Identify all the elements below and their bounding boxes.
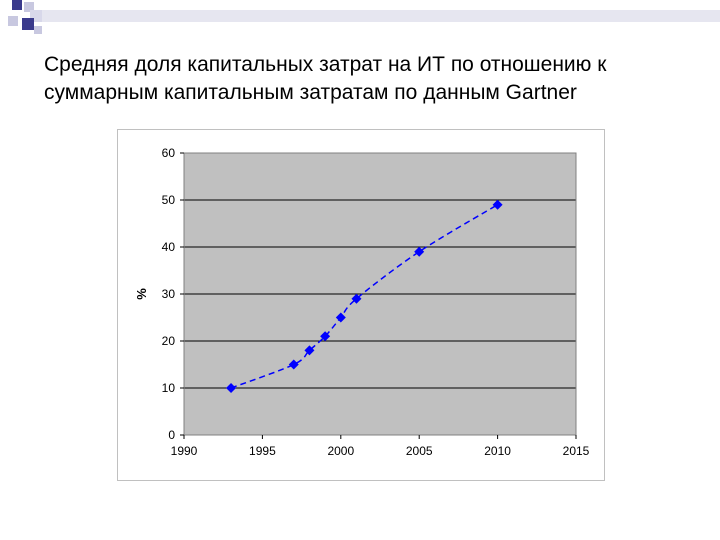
data-point: [226, 383, 237, 393]
x-tick-label: 2000: [327, 444, 354, 458]
x-tick-label: 2010: [484, 444, 511, 458]
deco-square-light-3: [8, 16, 18, 26]
y-tick-label: 20: [162, 334, 176, 348]
y-tick-label: 30: [162, 287, 176, 301]
line-chart: 0 10 20 30 40 50 60 1990 1995 2000 2005 2010 2015%: [134, 146, 590, 458]
slide-title-line-1: Средняя доля капитальных затрат на ИТ по…: [44, 53, 607, 76]
deco-square-dark-1: [12, 0, 22, 10]
y-tick-label: 50: [162, 193, 176, 207]
y-tick-label: 0: [168, 428, 175, 442]
data-point: [288, 359, 299, 370]
data-point: [351, 293, 362, 304]
x-tick-label: 1995: [249, 444, 276, 458]
y-tick-label: 10: [162, 381, 176, 395]
data-point: [335, 312, 346, 323]
y-tick-label: 40: [162, 240, 176, 254]
chart-frame: 0 10 20 30 40 50 60 1990 1995 2000 2005 2010 2015%: [117, 129, 605, 481]
series-line: [230, 204, 498, 389]
slide-title: Средняя доля капитальных затрат на ИТ по…: [44, 51, 704, 107]
x-tick-label: 1990: [171, 444, 198, 458]
x-tick-label: 2005: [406, 444, 433, 458]
data-point: [320, 331, 331, 342]
deco-square-dark-2: [22, 18, 34, 30]
data-point: [414, 246, 425, 257]
deco-square-light-1: [24, 2, 34, 12]
x-tick-label: 2015: [563, 444, 590, 458]
deco-square-light-4: [34, 26, 42, 34]
header-decoration: [8, 0, 720, 34]
y-axis-label: %: [134, 288, 149, 300]
header-band: [40, 10, 720, 22]
data-point: [492, 199, 503, 210]
slide-title-line-2: суммарным капитальным затратам по данным…: [44, 81, 577, 104]
y-tick-label: 60: [162, 146, 176, 160]
data-point: [304, 345, 315, 356]
